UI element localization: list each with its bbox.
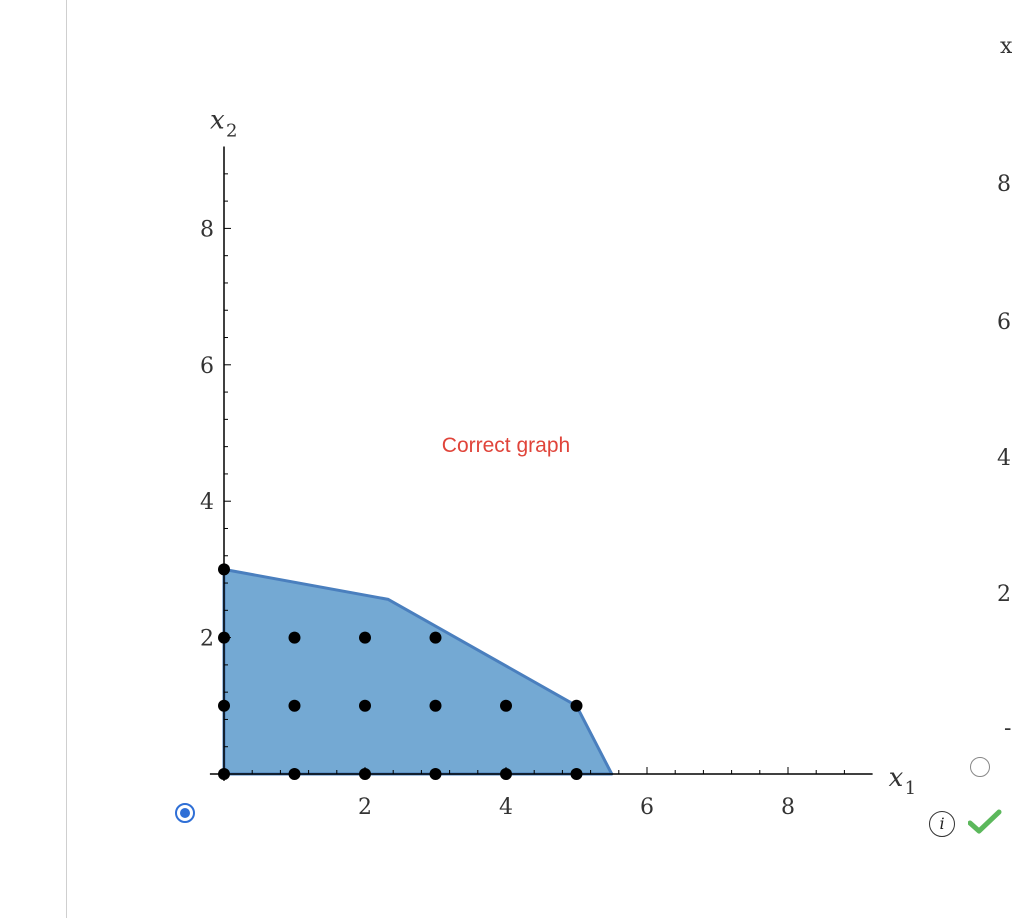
correct-graph-label: Correct graph [442,434,570,457]
y-tick-label: 4 [200,490,214,515]
integer-point [288,699,301,712]
x-axis-label-subscript: 1 [905,778,916,799]
integer-point [500,768,512,780]
radio-dot [180,808,190,818]
integer-point [288,631,301,644]
x-tick-label: 8 [781,795,795,820]
integer-point [218,631,230,644]
y-axis-label: x [210,106,225,136]
answer-radio-selected[interactable] [175,803,195,823]
adjacent-tick-label: 4 [997,446,1011,471]
left-divider [66,0,67,918]
x-tick-label: 6 [640,795,654,820]
integer-point [429,768,442,780]
integer-point [218,563,230,576]
integer-point [359,768,371,780]
adjacent-tick-label: 8 [997,172,1011,197]
adjacent-tick-mark: - [1004,716,1012,741]
adjacent-axis-label: x [1000,34,1012,59]
check-icon [968,809,1002,834]
feasible-region [222,567,614,776]
answer-radio-unselected[interactable] [970,757,990,777]
integer-point [429,699,442,712]
integer-point [359,699,371,712]
integer-point [500,699,512,712]
y-tick-label: 6 [200,354,214,379]
x-axis-label: x [889,763,904,793]
y-tick-label: 2 [200,627,214,652]
y-axis-label-subscript: 2 [226,121,237,142]
adjacent-tick-label: 2 [997,582,1011,607]
y-tick-label: 8 [200,217,214,242]
integer-point [359,631,371,644]
adjacent-tick-label: 6 [997,310,1011,335]
integer-point [570,768,583,780]
x-tick-label: 4 [499,795,513,820]
integer-point [218,768,230,780]
info-icon[interactable]: i [929,811,955,837]
x-tick-label: 2 [358,795,372,820]
integer-point [288,768,301,780]
integer-point [218,699,230,712]
integer-point [429,631,442,644]
integer-point [570,699,583,712]
